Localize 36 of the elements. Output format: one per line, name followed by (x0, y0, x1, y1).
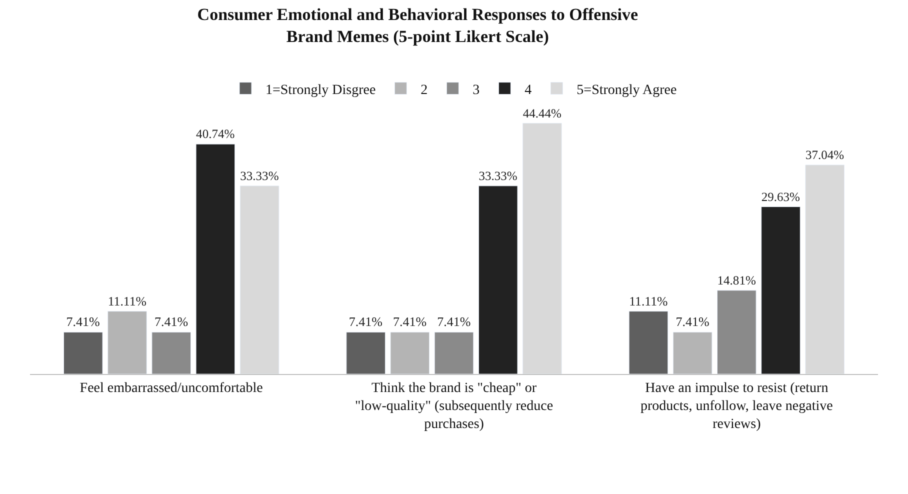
bar (628, 311, 668, 374)
data-label: 33.33% (240, 169, 279, 184)
data-label: 29.63% (761, 190, 800, 204)
bar (717, 290, 756, 374)
bar (196, 144, 236, 374)
data-label: 7.41% (348, 314, 383, 330)
bar (152, 332, 191, 374)
data-label: 44.44% (522, 106, 562, 120)
bar (346, 332, 386, 374)
bar (522, 122, 562, 374)
bar (63, 332, 103, 374)
bar (478, 186, 518, 374)
data-label: 7.41% (437, 314, 471, 330)
data-label: 40.74% (196, 127, 235, 142)
bar (434, 332, 474, 374)
legend-label: 2 (420, 82, 428, 98)
data-label: 37.04% (805, 148, 844, 162)
legend-label: 3 (472, 82, 480, 98)
x-tick-label: Think the brand is "cheap" or "low-quality" (subsequently reduce purchases) (354, 380, 554, 432)
legend-label: 5=Strongly Agree (576, 82, 677, 98)
data-label: 7.41% (154, 314, 188, 330)
x-tick-label: Have an impulse to resist (return products, unfollow, leave negative reviews) (640, 380, 833, 432)
legend-label: 1=Strongly Disgree (266, 82, 376, 98)
x-tick-label: Feel embarrassed/uncomfortable (80, 380, 263, 396)
chart-title: Consumer Emotional and Behavioral Responses to Offensive Brand Memes (5-point Likert Scale) (197, 4, 639, 46)
bar (805, 164, 845, 374)
data-label: 11.11% (629, 294, 668, 308)
data-label: 33.33% (478, 169, 518, 184)
data-label: 7.41% (393, 314, 427, 330)
bar (761, 206, 800, 374)
data-label: 14.81% (717, 274, 756, 288)
legend-label: 4 (524, 82, 532, 98)
bar (240, 186, 280, 374)
data-label: 11.11% (108, 294, 147, 308)
data-label: 7.41% (676, 314, 710, 330)
data-label: 7.41% (66, 314, 100, 330)
